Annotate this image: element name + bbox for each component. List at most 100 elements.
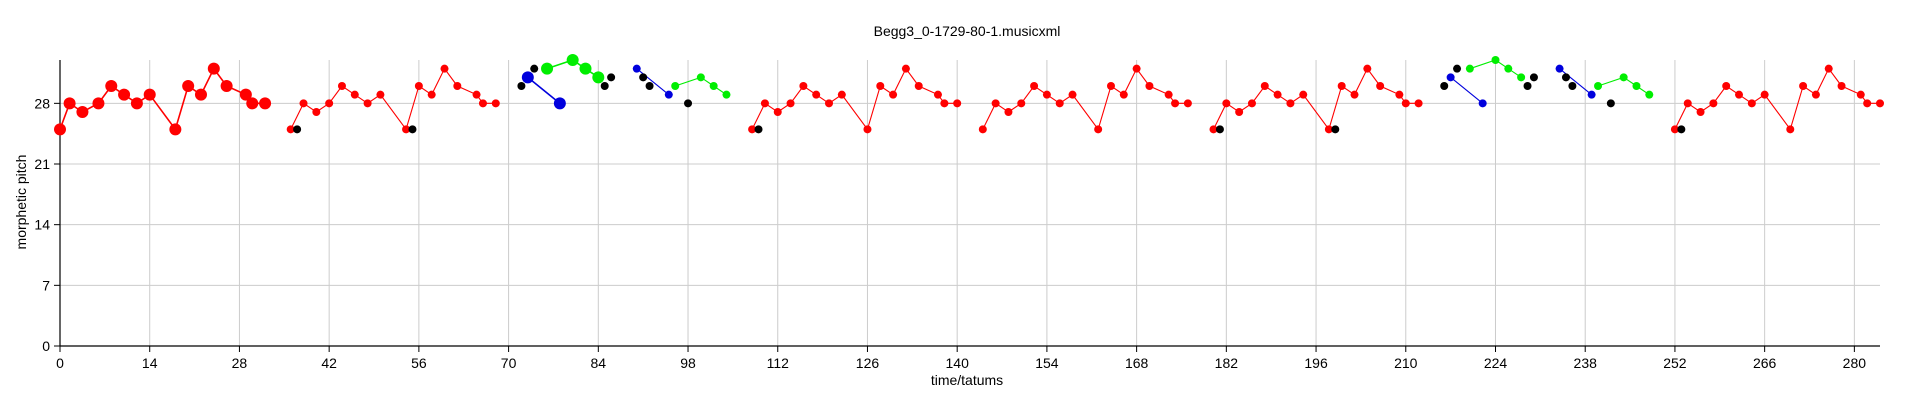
data-point [1171, 99, 1180, 108]
data-point [645, 82, 654, 90]
data-point [579, 62, 592, 75]
data-point [876, 82, 885, 90]
data-point [592, 71, 605, 84]
data-point [607, 73, 616, 82]
data-point [408, 125, 417, 134]
data-point [799, 82, 808, 90]
data-point [1523, 82, 1532, 90]
series-black [1440, 64, 1462, 90]
y-axis-title: morphetic pitch [13, 155, 29, 250]
data-point [453, 82, 462, 90]
data-point [337, 82, 346, 90]
data-point [1529, 73, 1538, 82]
data-point [402, 125, 411, 134]
data-point [1119, 90, 1128, 99]
y-tick-label: 0 [42, 338, 50, 354]
data-point [363, 99, 372, 108]
x-tick-label: 126 [856, 355, 880, 371]
series-line [59, 67, 266, 132]
data-point [1677, 125, 1686, 134]
series-red [286, 64, 500, 134]
x-tick-label: 28 [232, 355, 248, 371]
series-red [748, 64, 962, 134]
y-ticks: 0 7 14 21 28 [34, 95, 60, 354]
x-tick-label: 112 [767, 355, 790, 371]
x-tick-label: 56 [411, 355, 427, 371]
series-line [1559, 68, 1592, 96]
data-point [754, 125, 763, 134]
data-point [863, 125, 872, 134]
series-black [1677, 125, 1686, 134]
data-point [1491, 56, 1500, 64]
data-point [889, 90, 898, 99]
x-tick-label: 14 [142, 355, 158, 371]
data-point [1645, 90, 1654, 99]
data-point [953, 99, 962, 108]
data-point [1453, 64, 1462, 73]
data-point [837, 90, 846, 99]
data-point [748, 125, 757, 134]
x-tick-label: 168 [1125, 355, 1149, 371]
data-point [1747, 99, 1756, 108]
data-point [1446, 73, 1455, 82]
data-point [632, 64, 641, 73]
data-point [414, 82, 423, 90]
data-point [709, 82, 718, 90]
data-point [722, 90, 731, 99]
data-point [1876, 99, 1884, 108]
series-black [1523, 73, 1538, 90]
series-black [639, 73, 693, 108]
data-point [1696, 108, 1705, 116]
data-point [293, 125, 302, 134]
data-point [773, 108, 782, 116]
series-group [54, 54, 1884, 136]
x-tick-label: 210 [1394, 355, 1418, 371]
x-tick-label: 266 [1753, 355, 1777, 371]
series-line [1674, 67, 1880, 131]
x-tick-label: 140 [946, 355, 970, 371]
series-line [751, 67, 958, 131]
y-tick-label: 21 [34, 156, 50, 172]
data-point [427, 90, 436, 99]
data-point [914, 82, 923, 90]
data-point [1863, 99, 1872, 108]
data-point [92, 97, 105, 110]
x-tick-label: 224 [1484, 355, 1508, 371]
data-point [639, 73, 648, 82]
data-point [1363, 64, 1372, 73]
series-line [675, 76, 727, 96]
series-blue [521, 71, 566, 110]
data-point [376, 90, 385, 99]
data-point [541, 62, 554, 75]
series-black [754, 125, 763, 134]
data-point [1606, 99, 1615, 108]
series-line [1597, 76, 1650, 96]
data-point [933, 90, 942, 99]
series-line [636, 68, 670, 96]
data-point [246, 97, 259, 110]
x-tick-label: 70 [501, 355, 517, 371]
data-point [812, 90, 821, 99]
data-point [1324, 125, 1333, 134]
data-point [1273, 90, 1282, 99]
y-tick-label: 28 [34, 95, 50, 111]
data-point [1811, 90, 1820, 99]
series-green [671, 73, 731, 99]
data-point [940, 99, 949, 108]
data-point [530, 64, 539, 73]
data-point [169, 123, 182, 136]
data-point [1215, 125, 1224, 134]
x-tick-label: 280 [1843, 355, 1867, 371]
data-point [1030, 82, 1039, 90]
data-point [553, 97, 566, 110]
data-point [350, 90, 359, 99]
data-point [105, 80, 118, 92]
chart-title: Begg3_0-1729-80-1.musicxml [874, 23, 1061, 39]
data-point [1683, 99, 1692, 108]
data-point [1561, 73, 1570, 82]
x-tick-label: 252 [1663, 355, 1687, 371]
data-point [299, 99, 308, 108]
series-line [982, 67, 1188, 131]
series-green [1465, 56, 1526, 82]
